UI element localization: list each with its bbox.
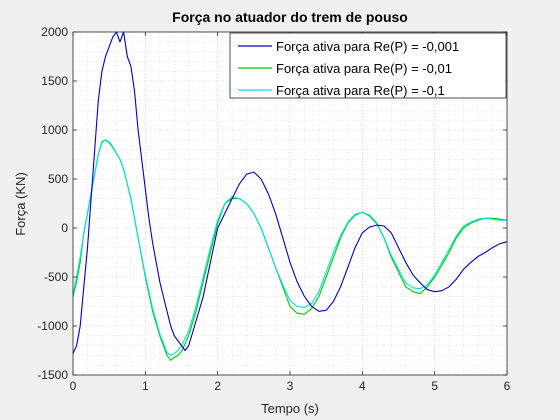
y-tick-label: 1000 <box>41 123 68 137</box>
legend-box <box>229 32 507 99</box>
y-axis-ticks: -1500 -1000 -500 0 500 1000 1500 2000 <box>37 25 507 382</box>
y-tick-label: 500 <box>48 172 68 186</box>
legend-entry-1: Força ativa para Re(P) = -0,001 <box>276 39 459 54</box>
x-tick-label: 5 <box>431 379 438 393</box>
y-tick-label: -1000 <box>37 319 68 333</box>
x-tick-label: 2 <box>214 379 221 393</box>
series-line-re-01 <box>72 139 507 356</box>
legend: Força ativa para Re(P) = -0,001 Força at… <box>229 32 507 99</box>
legend-entry-3: Força ativa para Re(P) = -0,1 <box>276 83 445 98</box>
series-line-re-0001 <box>72 31 508 354</box>
x-tick-label: 1 <box>142 379 149 393</box>
x-tick-label: 0 <box>70 379 77 393</box>
legend-entry-2: Força ativa para Re(P) = -0,01 <box>276 61 452 76</box>
y-tick-label: 1500 <box>41 74 68 88</box>
y-axis-label: Força (KN) <box>13 172 28 236</box>
series-lines <box>72 31 508 361</box>
x-axis-label: Tempo (s) <box>261 401 319 416</box>
y-tick-label: -1500 <box>37 368 68 382</box>
x-tick-label: 3 <box>287 379 294 393</box>
x-axis-ticks: 0 1 2 3 4 5 6 <box>70 32 511 393</box>
x-tick-label: 6 <box>504 379 511 393</box>
grid <box>73 32 507 375</box>
y-tick-label: -500 <box>44 270 68 284</box>
y-tick-label: 2000 <box>41 25 68 39</box>
y-tick-label: 0 <box>61 221 68 235</box>
x-tick-label: 4 <box>359 379 366 393</box>
chart-title: Força no atuador do trem de pouso <box>172 9 408 25</box>
